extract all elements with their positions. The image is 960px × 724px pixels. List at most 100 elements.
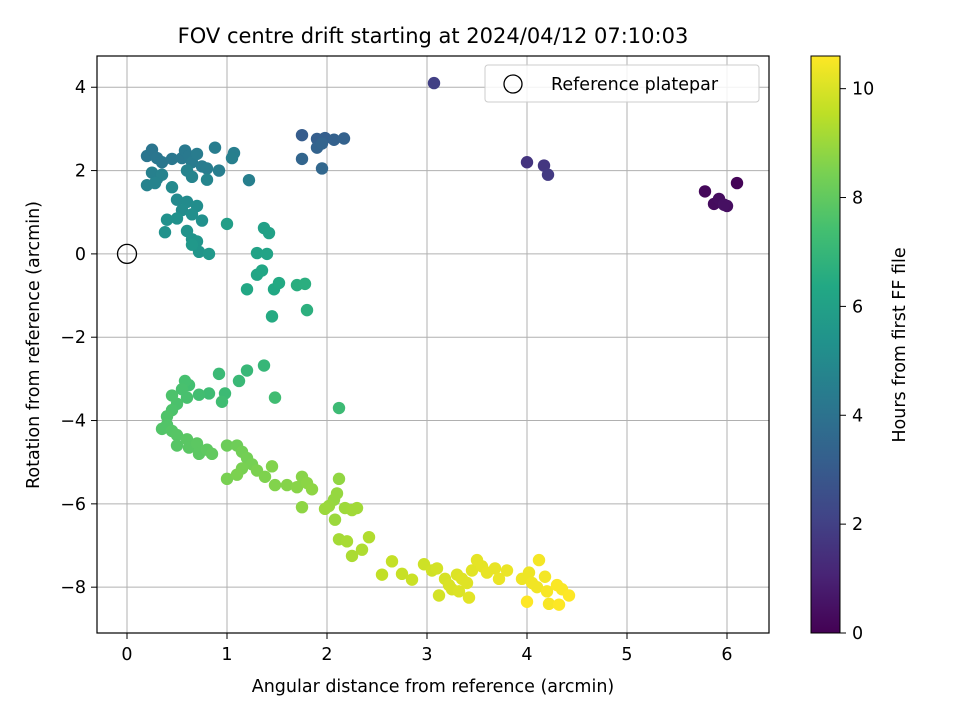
data-point [265, 460, 279, 473]
data-point [155, 168, 169, 181]
data-point [698, 185, 712, 198]
data-point [258, 470, 272, 483]
data-point [272, 276, 286, 290]
data-point [180, 391, 194, 404]
data-point [350, 501, 364, 515]
data-point [165, 152, 179, 166]
data-point [185, 170, 199, 184]
data-point [430, 562, 444, 575]
data-point [332, 472, 346, 486]
x-axis-label: Angular distance from reference (arcmin) [252, 677, 615, 697]
data-point [208, 141, 222, 154]
colorbar-tick-label: 2 [852, 515, 863, 535]
data-point [202, 247, 216, 261]
data-point [192, 388, 206, 401]
data-point [280, 478, 294, 492]
data-point [250, 246, 264, 260]
data-point [488, 562, 502, 575]
data-point [337, 132, 351, 145]
data-point [562, 589, 576, 602]
y-tick-label: 2 [75, 162, 86, 182]
y-tick-label: −2 [60, 328, 86, 348]
data-point [345, 549, 359, 563]
legend: Reference platepar [484, 64, 760, 103]
data-point [332, 401, 346, 415]
data-point [255, 264, 269, 277]
data-point [462, 591, 476, 604]
data-point [257, 359, 271, 372]
plot-frame [96, 55, 770, 634]
data-point [460, 576, 474, 590]
chart-title: FOV centre drift starting at 2024/04/12 … [178, 24, 689, 48]
data-point [385, 555, 399, 568]
data-point [185, 238, 199, 251]
y-axis-label: Rotation from reference (arcmin) [24, 201, 44, 489]
data-point [212, 367, 226, 381]
data-point [730, 176, 744, 190]
data-point [170, 428, 184, 442]
data-point [260, 247, 274, 261]
data-point [232, 374, 246, 388]
data-point [155, 156, 169, 169]
data-point [165, 181, 179, 194]
data-point [230, 468, 244, 481]
colorbar-label: Hours from first FF file [890, 247, 910, 442]
x-tick-label: 1 [221, 645, 232, 665]
x-tick-label: 2 [321, 645, 332, 665]
colorbar-tick-label: 4 [852, 406, 863, 426]
data-point [148, 176, 162, 190]
y-tick-label: 0 [75, 245, 86, 265]
data-point [542, 597, 556, 611]
data-point [268, 391, 282, 404]
legend-label-reference: Reference platepar [551, 75, 719, 95]
x-tick-label: 5 [621, 645, 632, 665]
data-point [225, 151, 239, 165]
data-point [427, 76, 441, 90]
data-point [165, 389, 179, 402]
data-point [500, 564, 514, 577]
data-point [538, 570, 552, 583]
y-tick-label: −8 [60, 578, 86, 598]
data-point [540, 585, 554, 598]
data-point [220, 472, 234, 486]
data-point [215, 395, 229, 408]
data-point [158, 226, 172, 239]
data-point [200, 173, 214, 186]
colorbar-ticks: 0 2 4 6 8 10 [840, 80, 874, 644]
data-point [327, 133, 341, 146]
data-point [375, 568, 389, 581]
data-point [452, 585, 466, 598]
y-tick-label: 4 [75, 78, 86, 98]
colorbar-tick-label: 8 [852, 189, 863, 209]
data-point [242, 173, 256, 187]
data-point [295, 152, 309, 166]
x-tick-label: 3 [421, 645, 432, 665]
data-point [240, 283, 254, 296]
y-tick-label: −6 [60, 495, 86, 515]
data-points [140, 76, 744, 611]
data-point [200, 162, 214, 175]
data-point [195, 214, 209, 227]
data-point [190, 147, 204, 161]
data-point [170, 193, 184, 206]
data-point [220, 439, 234, 452]
data-point [405, 573, 419, 586]
data-point [170, 439, 184, 452]
data-point [492, 572, 506, 586]
data-point [220, 217, 234, 231]
colorbar [810, 55, 841, 634]
x-tick-label: 4 [521, 645, 532, 665]
data-point [155, 422, 169, 436]
data-point [298, 277, 312, 291]
data-point [295, 128, 309, 142]
data-point [465, 564, 479, 577]
data-point [395, 567, 409, 581]
data-point [717, 198, 731, 211]
data-point [520, 595, 534, 608]
reference-point [116, 243, 138, 265]
data-point [541, 168, 555, 181]
colorbar-tick-label: 10 [852, 80, 874, 100]
x-tick-label: 6 [721, 645, 732, 665]
data-point [520, 156, 534, 169]
